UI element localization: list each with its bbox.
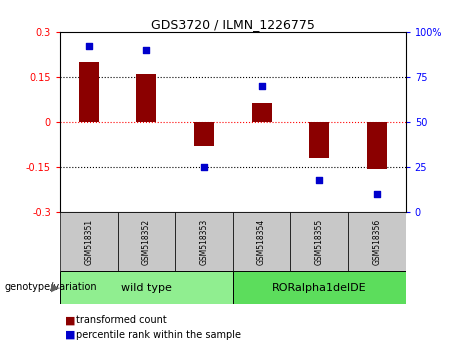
Text: GSM518352: GSM518352 [142,218,151,265]
Text: wild type: wild type [121,282,172,293]
Text: percentile rank within the sample: percentile rank within the sample [76,330,241,339]
Bar [252,103,272,122]
Text: GSM518351: GSM518351 [84,218,93,265]
Bar [60,212,118,271]
Bar [175,212,233,271]
Text: GSM518356: GSM518356 [372,218,381,265]
Text: transformed count: transformed count [76,315,167,325]
Point [85,44,92,49]
Point [142,47,150,53]
Bar [309,122,329,158]
Text: ▶: ▶ [51,282,59,292]
Bar [79,62,99,122]
Text: ■: ■ [65,315,75,325]
Point [258,83,266,89]
Bar [118,212,175,271]
Text: GSM518353: GSM518353 [200,218,208,265]
Text: GSM518355: GSM518355 [315,218,324,265]
Point [315,177,323,183]
Text: genotype/variation: genotype/variation [5,282,97,292]
Bar [290,212,348,271]
Point [373,192,381,197]
Bar [194,122,214,146]
Bar [367,122,387,169]
Text: ■: ■ [65,330,75,339]
Text: GSM518354: GSM518354 [257,218,266,265]
Bar [233,271,406,304]
Text: RORalpha1delDE: RORalpha1delDE [272,282,366,293]
Bar [60,271,233,304]
Bar [233,212,290,271]
Bar [136,74,156,122]
Title: GDS3720 / ILMN_1226775: GDS3720 / ILMN_1226775 [151,18,315,31]
Bar [348,212,406,271]
Point [200,164,207,170]
